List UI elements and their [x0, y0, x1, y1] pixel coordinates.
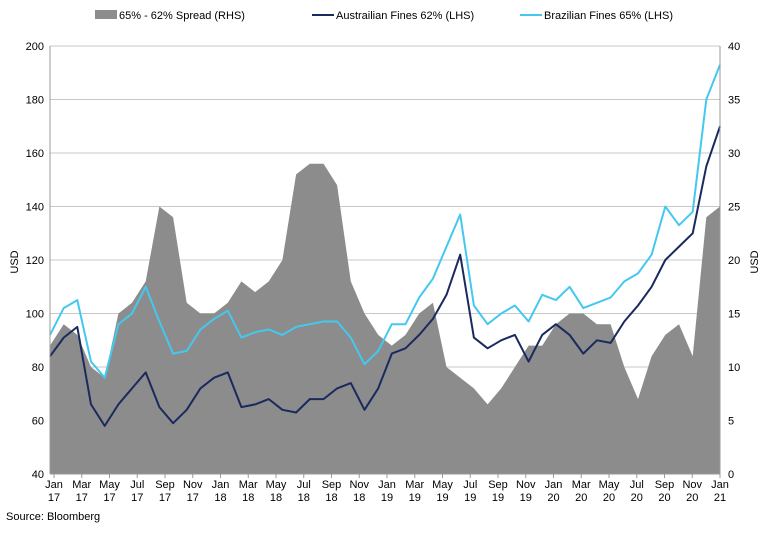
x-tick-label: May — [266, 479, 287, 491]
y-tick-left: 160 — [26, 148, 44, 160]
y-tick-left: 120 — [26, 255, 44, 267]
x-tick-year: 18 — [214, 492, 226, 504]
x-tick-year: 20 — [575, 492, 587, 504]
y-tick-right: 15 — [728, 309, 740, 321]
x-tick-year: 19 — [464, 492, 476, 504]
y-tick-right: 30 — [728, 148, 740, 160]
legend-label: Brazilian Fines 65% (LHS) — [544, 10, 673, 22]
x-tick-label: Mar — [405, 479, 424, 491]
x-tick-year: 18 — [298, 492, 310, 504]
x-tick-year: 18 — [270, 492, 282, 504]
legend-label: 65% - 62% Spread (RHS) — [119, 10, 245, 22]
x-tick-label: Jul — [463, 479, 477, 491]
x-tick-label: Mar — [239, 479, 258, 491]
x-tick-label: Sep — [488, 479, 508, 491]
x-tick-year: 18 — [325, 492, 337, 504]
y-axis-title-right: USD — [749, 250, 761, 273]
x-tick-year: 19 — [520, 492, 532, 504]
y-axis-title-left: USD — [9, 250, 21, 273]
x-tick-year: 20 — [631, 492, 643, 504]
legend-swatch-area — [95, 10, 117, 19]
x-tick-year: 19 — [492, 492, 504, 504]
y-tick-right: 10 — [728, 362, 740, 374]
axes: 40 60 80 100 120 140 160 180 200 0 5 10 15 20 25 30 35 40… — [26, 41, 741, 504]
x-tick-label: Jul — [130, 479, 144, 491]
x-tick-label: Jan — [378, 479, 396, 491]
x-tick-year: 17 — [76, 492, 88, 504]
x-tick-year: 19 — [436, 492, 448, 504]
y-tick-left: 200 — [26, 41, 44, 53]
source-note: Source: Bloomberg — [6, 511, 101, 523]
x-tick-label: Jan — [545, 479, 563, 491]
x-tick-label: Nov — [682, 479, 702, 491]
australian-fines-line — [49, 125, 721, 427]
y-tick-left: 80 — [32, 362, 44, 374]
x-tick-year: 19 — [381, 492, 393, 504]
x-tick-year: 17 — [103, 492, 115, 504]
line-series — [49, 64, 721, 427]
spread-area-series — [50, 163, 720, 474]
x-tick-label: Mar — [72, 479, 91, 491]
spread-area — [50, 163, 720, 474]
x-tick-year: 21 — [714, 492, 726, 504]
x-tick-label: Sep — [322, 479, 342, 491]
brazilian-fines-line — [49, 64, 721, 379]
y-tick-left: 140 — [26, 202, 44, 214]
y-tick-left: 180 — [26, 95, 44, 107]
x-tick-year: 20 — [603, 492, 615, 504]
x-tick-year: 20 — [658, 492, 670, 504]
y-tick-left: 60 — [32, 416, 44, 428]
y-tick-right: 20 — [728, 255, 740, 267]
x-tick-year: 17 — [48, 492, 60, 504]
x-tick-label: Sep — [155, 479, 175, 491]
y-tick-right: 35 — [728, 95, 740, 107]
legend-label: Austrailian Fines 62% (LHS) — [336, 10, 474, 22]
y-tick-right: 40 — [728, 41, 740, 53]
x-tick-label: Mar — [572, 479, 591, 491]
x-tick-label: Nov — [516, 479, 536, 491]
x-tick-year: 20 — [686, 492, 698, 504]
legend: 65% - 62% Spread (RHS) Austrailian Fines … — [95, 10, 673, 22]
x-tick-label: Jul — [297, 479, 311, 491]
x-tick-label: May — [432, 479, 453, 491]
x-tick-year: 17 — [187, 492, 199, 504]
x-tick-label: Jan — [711, 479, 729, 491]
y-tick-right: 25 — [728, 202, 740, 214]
y-tick-right: 5 — [728, 416, 734, 428]
y-tick-left: 40 — [32, 469, 44, 481]
x-tick-year: 20 — [547, 492, 559, 504]
x-tick-label: Sep — [655, 479, 675, 491]
x-tick-label: Nov — [183, 479, 203, 491]
x-tick-year: 18 — [242, 492, 254, 504]
x-tick-label: May — [99, 479, 120, 491]
x-tick-year: 17 — [159, 492, 171, 504]
x-tick-label: May — [599, 479, 620, 491]
x-tick-label: Jan — [45, 479, 63, 491]
x-tick-year: 17 — [131, 492, 143, 504]
x-tick-label: Nov — [349, 479, 369, 491]
x-tick-year: 19 — [409, 492, 421, 504]
y-tick-left: 100 — [26, 309, 44, 321]
x-tick-year: 18 — [353, 492, 365, 504]
y-tick-right: 0 — [728, 469, 734, 481]
x-tick-label: Jan — [212, 479, 230, 491]
x-tick-label: Jul — [630, 479, 644, 491]
